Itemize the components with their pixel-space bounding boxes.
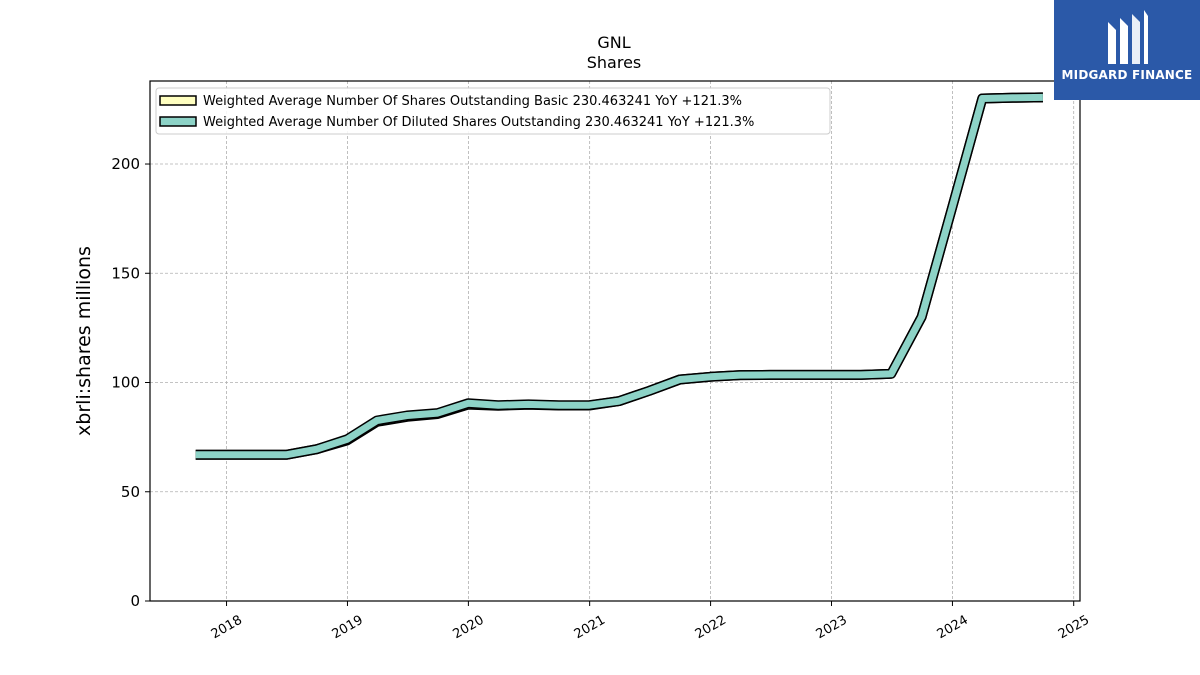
x-tick-label: 2018 bbox=[209, 613, 245, 643]
x-tick-label: 2019 bbox=[330, 613, 366, 643]
x-tick-label: 2025 bbox=[1056, 613, 1092, 643]
x-tick-label: 2024 bbox=[935, 613, 971, 643]
legend-label-1: Weighted Average Number Of Shares Outsta… bbox=[203, 94, 742, 109]
chart-title: GNL bbox=[597, 33, 630, 52]
legend: Weighted Average Number Of Shares Outsta… bbox=[155, 87, 831, 135]
y-tick-label: 100 bbox=[111, 374, 140, 392]
legend-box bbox=[155, 87, 831, 135]
legend-label-2: Weighted Average Number Of Diluted Share… bbox=[203, 115, 754, 130]
legend-swatch-1 bbox=[159, 95, 197, 106]
y-tick-label: 50 bbox=[121, 483, 140, 501]
x-tick-label: 2020 bbox=[451, 613, 487, 643]
y-tick-label: 150 bbox=[111, 264, 140, 282]
plot-frame bbox=[149, 80, 1081, 602]
series-line-2 bbox=[195, 92, 1043, 460]
x-tick-label: 2021 bbox=[572, 613, 608, 643]
brand-logo: MIDGARD FINANCE bbox=[1054, 0, 1200, 100]
y-tick-label: 0 bbox=[130, 592, 140, 610]
x-tick-label: 2023 bbox=[814, 613, 850, 643]
legend-swatch-2 bbox=[159, 116, 197, 127]
y-tick-label: 200 bbox=[111, 155, 140, 173]
grid bbox=[150, 81, 1080, 602]
x-tick-label: 2022 bbox=[693, 613, 729, 643]
series-layer bbox=[195, 92, 1043, 460]
y-axis-label: xbrli:shares millions bbox=[73, 246, 95, 436]
brand-name: MIDGARD FINANCE bbox=[1061, 68, 1193, 82]
midgard-logo-icon bbox=[1108, 10, 1148, 64]
chart-subtitle: Shares bbox=[587, 53, 642, 72]
series-fill bbox=[195, 93, 1043, 459]
